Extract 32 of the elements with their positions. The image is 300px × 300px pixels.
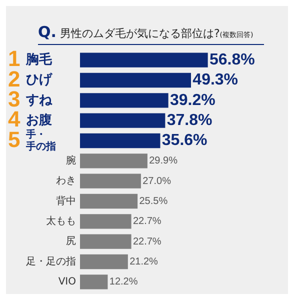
y-tick-label: 背中 [56, 194, 76, 207]
data-label: 37.8% [166, 112, 212, 129]
bar [80, 274, 108, 290]
y-tick-label: VIO [58, 276, 76, 288]
y-tick-label: 腕 [66, 154, 76, 167]
data-label: 56.8% [210, 51, 255, 68]
bar [80, 52, 208, 68]
data-label: 25.5% [139, 196, 168, 207]
bar [80, 72, 191, 88]
y-tick-label: 太もも [46, 215, 76, 228]
bar [80, 174, 141, 188]
data-label: 29.9% [149, 156, 178, 167]
data-label: 49.3% [192, 72, 238, 89]
bar [80, 234, 132, 249]
bar [80, 133, 160, 148]
bar [80, 93, 168, 108]
data-label: 22.7% [132, 236, 162, 248]
chart-title: Q. 男性のムダ毛が気になる部位は? [38, 23, 220, 41]
bar [80, 154, 148, 168]
y-tick-label: わき [56, 176, 76, 187]
bar [80, 113, 166, 128]
data-label: 21.2% [130, 256, 158, 268]
data-label: 27.0% [142, 176, 172, 187]
data-label: 22.7% [132, 216, 162, 228]
data-label: 35.6% [162, 132, 208, 150]
y-tick-label: 尻 [66, 236, 76, 248]
bar [80, 194, 138, 209]
bar [80, 254, 128, 270]
data-label: 39.2% [170, 92, 216, 109]
y-tick-label: 足・足の指 [26, 255, 76, 268]
bar [80, 214, 132, 229]
data-label: 12.2% [109, 276, 138, 288]
